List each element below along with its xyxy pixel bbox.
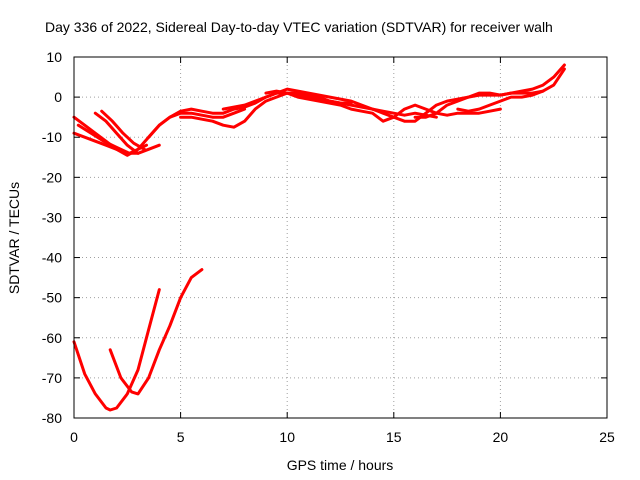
y-tick-label: 0 — [54, 89, 62, 105]
y-tick-label: -80 — [42, 410, 62, 426]
series-line-arc-5 — [100, 109, 146, 151]
y-tick-label: -40 — [42, 250, 62, 266]
y-tick-label: -30 — [42, 209, 62, 225]
series-line-arc-8 — [221, 87, 374, 111]
data-series — [72, 63, 566, 412]
series-line-arc-2 — [76, 123, 148, 155]
series-line-arc-12 — [456, 67, 566, 113]
x-tick-label: 25 — [599, 429, 615, 445]
series-line-arc-11 — [413, 63, 566, 119]
y-tick-label: -20 — [42, 169, 62, 185]
x-tick-label: 20 — [493, 429, 509, 445]
x-tick-label: 5 — [177, 429, 185, 445]
series-line-arc-13 — [72, 288, 161, 412]
axis-ticks: 0 5 10 15 20 25 10 0 -10 -20 -30 -40 -50 -60 -70 -80 — [42, 49, 615, 445]
x-tick-label: 0 — [70, 429, 78, 445]
chart-title: Day 336 of 2022, Sidereal Day-to-day VTE… — [45, 19, 553, 35]
plot-frame — [73, 56, 608, 419]
x-tick-label: 10 — [279, 429, 295, 445]
series-line-arc-3 — [72, 131, 161, 155]
series-line-arc-6 — [147, 91, 438, 139]
y-tick-label: 10 — [46, 49, 62, 65]
y-tick-label: -50 — [42, 290, 62, 306]
series-line-arc-7 — [179, 91, 353, 129]
x-axis-label: GPS time / hours — [287, 457, 394, 473]
y-axis-label: SDTVAR / TECUs — [6, 182, 22, 294]
series-line-arc-9 — [264, 89, 502, 123]
series-line-arc-4 — [93, 111, 140, 155]
y-tick-label: -60 — [42, 330, 62, 346]
y-tick-label: -70 — [42, 370, 62, 386]
x-tick-label: 15 — [386, 429, 402, 445]
y-tick-label: -10 — [42, 129, 62, 145]
series-line-arc-14 — [108, 268, 204, 396]
